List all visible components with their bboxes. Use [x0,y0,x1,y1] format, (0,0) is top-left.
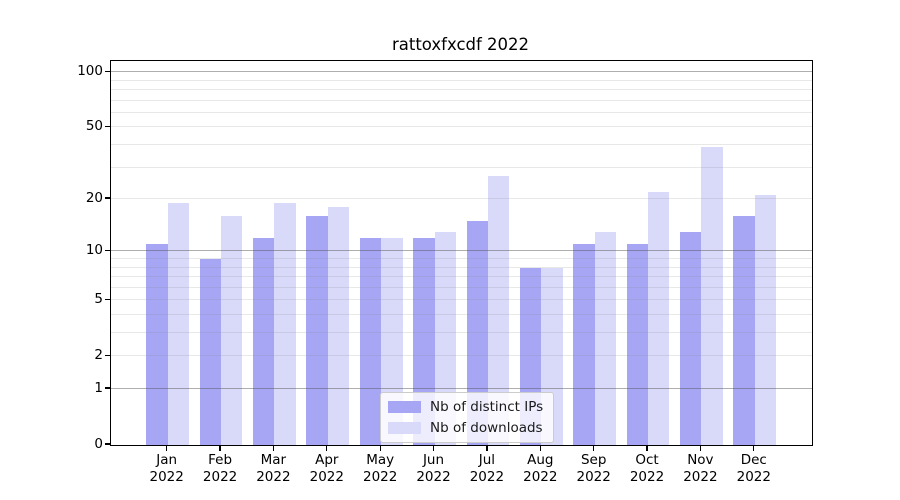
x-tick-nov [699,445,702,451]
x-tick-label-dec: Dec 2022 [736,452,771,485]
x-tick-label-jun: Jun 2022 [416,452,451,485]
y-tick-5 [104,298,110,300]
y-tick-100 [104,70,110,72]
x-tick-sep [593,445,595,451]
x-tick-dec [753,445,755,451]
x-tick-label-jul: Jul 2022 [469,452,505,485]
gridline-y-70 [111,99,812,101]
y-tick-label-50: 50 [85,118,103,135]
bar-downloads-jul [487,175,510,445]
y-tick-20 [104,197,110,199]
gridline-y-9 [111,258,812,259]
bar-distinct-ips-nov [680,231,702,445]
bar-downloads-oct [648,191,670,445]
y-tick-label-100: 100 [77,63,103,80]
x-tick-label-feb: Feb 2022 [202,452,238,485]
bar-downloads-jan [167,203,190,445]
gridline-y-1 [111,388,812,389]
x-tick-label-nov: Nov 2022 [683,452,718,485]
gridline-y-90 [111,79,812,81]
legend-label-distinct-ips: Nb of distinct IPs [430,399,544,415]
gridline-y-20 [111,198,812,200]
bar-downloads-dec [754,195,777,445]
y-tick-2 [104,354,110,356]
gridline-y-50 [111,126,812,128]
bar-distinct-ips-jan [146,244,168,445]
y-tick-label-1: 1 [94,380,103,396]
gridline-y-8 [111,266,812,268]
x-tick-feb [219,445,221,451]
plot-area [110,60,813,446]
gridline-y-5 [111,299,812,301]
x-tick-label-jan: Jan 2022 [149,452,184,485]
legend-label-downloads: Nb of downloads [430,420,543,436]
gridline-y-10 [111,250,812,252]
y-tick-50 [104,125,110,128]
x-tick-mar [272,445,275,451]
x-tick-may [379,445,381,451]
x-tick-label-may: May 2022 [363,452,398,485]
x-tick-jun [432,445,435,451]
bar-downloads-feb [221,216,243,445]
bar-downloads-nov [701,147,723,445]
legend-swatch-downloads [388,422,421,434]
legend: Nb of distinct IPs Nb of downloads [380,392,555,443]
y-tick-1 [104,387,110,389]
bar-distinct-ips-jul [466,221,488,445]
y-tick-label-0: 0 [94,436,103,452]
legend-swatch-distinct-ips [388,401,421,413]
y-tick-0 [104,443,110,445]
bar-distinct-ips-oct [626,244,649,445]
gridline-y-4 [111,314,812,315]
gridline-y-7 [111,276,812,277]
gridline-y-100 [111,71,812,73]
x-tick-label-mar: Mar 2022 [256,452,291,485]
bar-downloads-sep [594,231,617,445]
gridline-y-3 [111,332,812,333]
x-tick-label-sep: Sep 2022 [576,452,611,485]
y-tick-label-10: 10 [85,242,103,259]
chart-title: rattoxfxcdf 2022 [391,35,530,54]
bar-distinct-ips-sep [573,244,595,445]
bar-distinct-ips-apr [306,216,328,445]
bar-downloads-apr [327,207,350,445]
legend-entry-distinct-ips: Nb of distinct IPs [388,399,543,415]
x-tick-apr [326,445,328,451]
bar-distinct-ips-dec [733,216,755,445]
gridline-y-60 [111,111,812,113]
legend-entry-downloads: Nb of downloads [388,420,543,436]
gridline-y-30 [111,166,812,168]
y-tick-label-2: 2 [94,347,103,364]
bar-downloads-mar [274,203,296,445]
x-tick-aug [539,445,541,451]
x-tick-label-oct: Oct 2022 [629,452,665,485]
bar-distinct-ips-feb [199,259,222,445]
gridline-y-6 [111,286,812,288]
x-tick-label-aug: Aug 2022 [523,452,558,485]
y-tick-label-5: 5 [94,291,103,308]
gridline-y-80 [111,89,812,90]
bar-downloads-jun [434,231,456,445]
y-tick-label-20: 20 [85,190,103,207]
y-tick-10 [104,249,110,251]
x-tick-jul [486,445,488,451]
gridline-y-40 [111,144,812,145]
gridline-y-2 [111,355,812,357]
x-tick-jan [166,445,168,451]
bar-distinct-ips-may [359,237,382,445]
bar-distinct-ips-mar [253,237,275,445]
x-tick-oct [646,445,648,451]
x-tick-label-apr: Apr 2022 [309,452,344,485]
